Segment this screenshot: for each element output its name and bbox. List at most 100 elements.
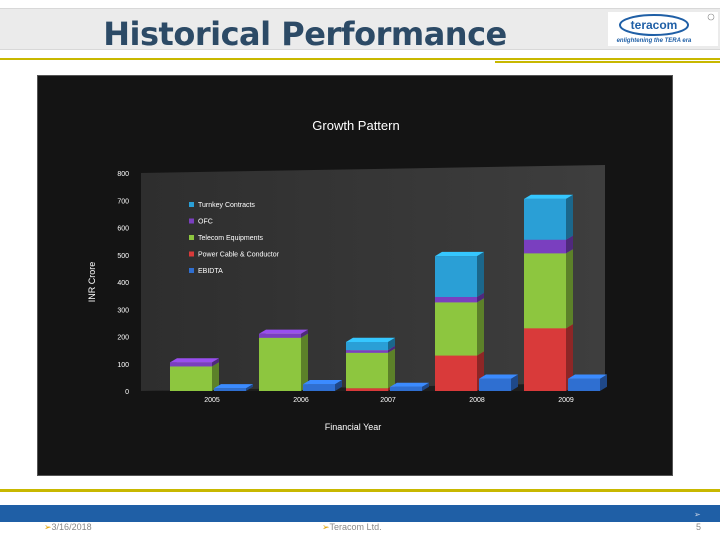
bar-telecom-equipments-2008-front bbox=[435, 302, 477, 356]
bar-telecom-equipments-2006-side bbox=[301, 333, 308, 391]
bar-ebidta-2005-front bbox=[214, 388, 246, 391]
bar-telecom-equipments-2008-side bbox=[477, 298, 484, 356]
y-tick-label: 100 bbox=[117, 362, 129, 369]
bar-turnkey-contracts-2008-front bbox=[435, 256, 477, 297]
bar-ebidta-2008-front bbox=[479, 378, 511, 391]
x-tick-label: 2007 bbox=[380, 397, 396, 404]
slide-title: Historical Performance bbox=[103, 15, 507, 53]
bar-ebidta-2005 bbox=[214, 384, 253, 391]
y-tick-label: 700 bbox=[117, 198, 129, 205]
bar-ofc-2006-front bbox=[259, 333, 301, 338]
footer-company-arrow: ➢ bbox=[322, 522, 330, 532]
legend-label: EBIDTA bbox=[198, 268, 223, 275]
bar-power-cable-conductor-2008 bbox=[435, 351, 484, 391]
chart-frame: Growth Pattern INR Crore Financial Year … bbox=[37, 75, 673, 476]
teracom-logo: teracom enlightening the TERA era bbox=[608, 12, 718, 46]
bar-ebidta-2008-top bbox=[479, 374, 518, 379]
legend-swatch bbox=[189, 218, 194, 224]
bar-telecom-equipments-2007-front bbox=[346, 352, 388, 389]
y-tick-label: 800 bbox=[117, 171, 129, 178]
bar-telecom-equipments-2008 bbox=[435, 298, 484, 356]
legend-label: Power Cable & Conductor bbox=[198, 252, 280, 259]
bar-ebidta-2006-front bbox=[303, 384, 335, 391]
chart-title: Growth Pattern bbox=[312, 118, 399, 133]
bar-ofc-2005-front bbox=[170, 362, 212, 367]
legend-swatch bbox=[189, 251, 194, 257]
bar-ofc-2005 bbox=[170, 358, 219, 367]
header-accent-line bbox=[0, 58, 720, 60]
footer-company: ➢Teracom Ltd. bbox=[322, 522, 382, 533]
bar-turnkey-contracts-2007-front bbox=[346, 341, 388, 351]
footer-date-text: 3/16/2018 bbox=[51, 522, 92, 532]
bar-telecom-equipments-2005-side bbox=[212, 362, 219, 391]
bar-ebidta-2006-top bbox=[303, 379, 342, 385]
bar-telecom-equipments-2006 bbox=[259, 333, 308, 391]
bar-ofc-2006-side bbox=[301, 329, 308, 338]
x-axis-label: Financial Year bbox=[325, 422, 382, 432]
bar-telecom-equipments-2006-front bbox=[259, 337, 301, 391]
bar-ebidta-2007-side bbox=[422, 382, 429, 391]
bar-ebidta-2008-side bbox=[511, 374, 518, 391]
footer-page-number: 5 bbox=[696, 522, 702, 532]
bar-ofc-2007-side bbox=[388, 345, 395, 353]
bar-ebidta-2007-top bbox=[390, 382, 429, 387]
bar-telecom-equipments-2009 bbox=[524, 249, 573, 329]
bar-ofc-2005-side bbox=[212, 358, 219, 367]
bar-ebidta-2009-top bbox=[568, 374, 607, 379]
bar-ofc-2009-front bbox=[524, 239, 566, 254]
x-tick-label: 2005 bbox=[204, 397, 220, 404]
bar-turnkey-contracts-2009-side bbox=[566, 194, 573, 240]
footer-page-arrow: ➢ bbox=[694, 510, 701, 519]
y-tick-label: 400 bbox=[117, 280, 129, 287]
bar-turnkey-contracts-2008-side bbox=[477, 251, 484, 297]
bar-ofc-2006-top bbox=[259, 329, 308, 334]
bar-telecom-equipments-2005-front bbox=[170, 366, 212, 391]
y-tick-label: 300 bbox=[117, 307, 129, 314]
header-accent-line-secondary bbox=[495, 61, 720, 63]
bar-telecom-equipments-2009-side bbox=[566, 249, 573, 329]
footer-company-text: Teracom Ltd. bbox=[329, 522, 382, 532]
bar-ebidta-2008 bbox=[479, 374, 518, 391]
legend-label: Telecom Equipments bbox=[198, 235, 263, 242]
title-bar: Historical Performance bbox=[0, 8, 720, 53]
y-tick-label: 200 bbox=[117, 335, 129, 342]
bar-ofc-2007-front bbox=[346, 350, 388, 353]
legend-label: Turnkey Contracts bbox=[198, 202, 255, 209]
bar-ebidta-2005-side bbox=[246, 384, 253, 391]
x-tick-label: 2006 bbox=[293, 397, 309, 404]
bar-telecom-equipments-2005 bbox=[170, 362, 219, 391]
bar-power-cable-conductor-2008-front bbox=[435, 355, 477, 391]
bar-ebidta-2006 bbox=[303, 379, 342, 391]
footer-blue-band bbox=[0, 505, 720, 522]
bar-turnkey-contracts-2009-top bbox=[524, 194, 573, 199]
y-tick-label: 0 bbox=[125, 389, 129, 396]
bar-ofc-2008-front bbox=[435, 296, 477, 303]
footer-date: ➢3/16/2018 bbox=[44, 522, 92, 533]
bar-ebidta-2009-side bbox=[600, 374, 607, 391]
bar-telecom-equipments-2007 bbox=[346, 348, 395, 389]
growth-pattern-chart: Growth Pattern INR Crore Financial Year … bbox=[87, 118, 607, 432]
footer-accent-line bbox=[0, 489, 720, 492]
bar-turnkey-contracts-2007-side bbox=[388, 337, 395, 351]
bar-turnkey-contracts-2008-top bbox=[435, 251, 484, 257]
bar-ofc-2005-top bbox=[170, 358, 219, 363]
bar-ebidta-2009 bbox=[568, 374, 607, 391]
bar-power-cable-conductor-2009-side bbox=[566, 324, 573, 391]
y-axis-label: INR Crore bbox=[87, 262, 97, 303]
bar-ofc-2008-side bbox=[477, 292, 484, 303]
bar-turnkey-contracts-2009-front bbox=[524, 198, 566, 240]
y-tick-label: 600 bbox=[117, 226, 129, 233]
x-tick-label: 2009 bbox=[558, 397, 574, 404]
bar-ebidta-2007-front bbox=[390, 386, 422, 391]
bar-ebidta-2005-top bbox=[214, 384, 253, 389]
logo-text: teracom bbox=[631, 18, 678, 32]
x-tick-label: 2008 bbox=[469, 397, 485, 404]
legend-swatch bbox=[189, 202, 194, 207]
bar-telecom-equipments-2009-front bbox=[524, 253, 566, 329]
bar-ofc-2009-side bbox=[566, 235, 573, 254]
bar-ebidta-2007 bbox=[390, 382, 429, 391]
y-tick-label: 500 bbox=[117, 253, 129, 260]
bar-power-cable-conductor-2009 bbox=[524, 324, 573, 391]
bar-power-cable-conductor-2009-front bbox=[524, 328, 566, 391]
footer-date-arrow: ➢ bbox=[44, 522, 52, 532]
